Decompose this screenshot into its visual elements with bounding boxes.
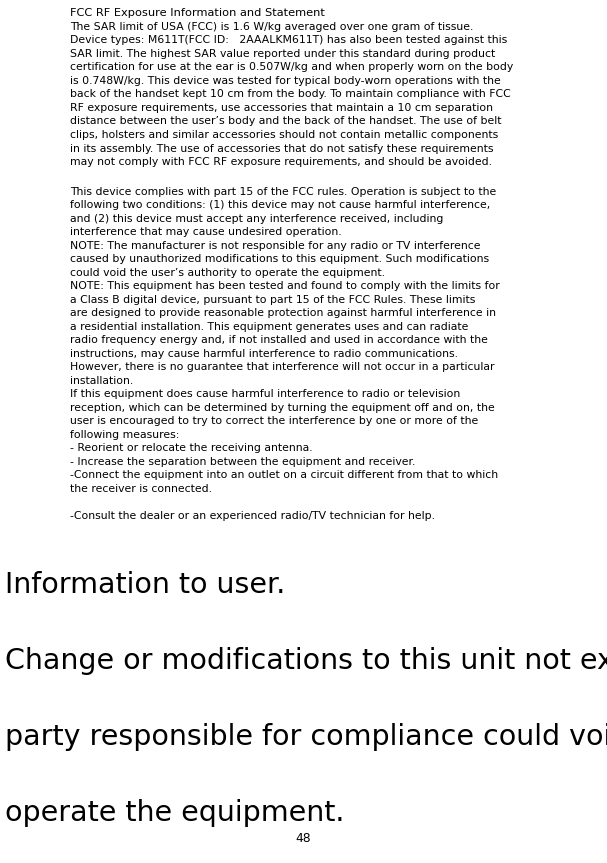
Text: installation.: installation. xyxy=(70,375,134,386)
Text: interference that may cause undesired operation.: interference that may cause undesired op… xyxy=(70,227,342,237)
Text: party responsible for compliance could void the user authority to: party responsible for compliance could v… xyxy=(5,723,607,752)
Text: a Class B digital device, pursuant to part 15 of the FCC Rules. These limits: a Class B digital device, pursuant to pa… xyxy=(70,294,475,305)
Text: If this equipment does cause harmful interference to radio or television: If this equipment does cause harmful int… xyxy=(70,389,460,400)
Text: a residential installation. This equipment generates uses and can radiate: a residential installation. This equipme… xyxy=(70,322,469,331)
Text: -Connect the equipment into an outlet on a circuit different from that to which: -Connect the equipment into an outlet on… xyxy=(70,470,498,480)
Text: clips, holsters and similar accessories should not contain metallic components: clips, holsters and similar accessories … xyxy=(70,130,498,140)
Text: the receiver is connected.: the receiver is connected. xyxy=(70,483,212,494)
Text: are designed to provide reasonable protection against harmful interference in: are designed to provide reasonable prote… xyxy=(70,308,496,318)
Text: distance between the user’s body and the back of the handset. The use of belt: distance between the user’s body and the… xyxy=(70,117,501,127)
Text: RF exposure requirements, use accessories that maintain a 10 cm separation: RF exposure requirements, use accessorie… xyxy=(70,103,493,113)
Text: NOTE: This equipment has been tested and found to comply with the limits for: NOTE: This equipment has been tested and… xyxy=(70,281,500,291)
Text: could void the user’s authority to operate the equipment.: could void the user’s authority to opera… xyxy=(70,268,385,278)
Text: Device types: M611T(FCC ID:   2AAALKM611T) has also been tested against this: Device types: M611T(FCC ID: 2AAALKM611T)… xyxy=(70,35,507,46)
Text: NOTE: The manufacturer is not responsible for any radio or TV interference: NOTE: The manufacturer is not responsibl… xyxy=(70,241,481,250)
Text: reception, which can be determined by turning the equipment off and on, the: reception, which can be determined by tu… xyxy=(70,403,495,413)
Text: instructions, may cause harmful interference to radio communications.: instructions, may cause harmful interfer… xyxy=(70,349,458,359)
Text: and (2) this device must accept any interference received, including: and (2) this device must accept any inte… xyxy=(70,214,443,224)
Text: However, there is no guarantee that interference will not occur in a particular: However, there is no guarantee that inte… xyxy=(70,362,495,372)
Text: The SAR limit of USA (FCC) is 1.6 W/kg averaged over one gram of tissue.: The SAR limit of USA (FCC) is 1.6 W/kg a… xyxy=(70,22,473,32)
Text: certification for use at the ear is 0.507W/kg and when properly worn on the body: certification for use at the ear is 0.50… xyxy=(70,62,514,72)
Text: may not comply with FCC RF exposure requirements, and should be avoided.: may not comply with FCC RF exposure requ… xyxy=(70,157,492,167)
Text: caused by unauthorized modifications to this equipment. Such modifications: caused by unauthorized modifications to … xyxy=(70,255,489,264)
Text: back of the handset kept 10 cm from the body. To maintain compliance with FCC: back of the handset kept 10 cm from the … xyxy=(70,90,510,99)
Text: SAR limit. The highest SAR value reported under this standard during product: SAR limit. The highest SAR value reporte… xyxy=(70,49,495,59)
Text: following measures:: following measures: xyxy=(70,430,180,440)
Text: is 0.748W/kg. This device was tested for typical body-worn operations with the: is 0.748W/kg. This device was tested for… xyxy=(70,76,501,86)
Text: following two conditions: (1) this device may not cause harmful interference,: following two conditions: (1) this devic… xyxy=(70,200,490,211)
Text: -Consult the dealer or an experienced radio/TV technician for help.: -Consult the dealer or an experienced ra… xyxy=(70,511,435,520)
Text: This device complies with part 15 of the FCC rules. Operation is subject to the: This device complies with part 15 of the… xyxy=(70,186,497,197)
Text: Change or modifications to this unit not expressly approved by the: Change or modifications to this unit not… xyxy=(5,647,607,676)
Text: - Reorient or relocate the receiving antenna.: - Reorient or relocate the receiving ant… xyxy=(70,444,313,453)
Text: Information to user.: Information to user. xyxy=(5,571,285,600)
Text: operate the equipment.: operate the equipment. xyxy=(5,799,345,828)
Text: user is encouraged to try to correct the interference by one or more of the: user is encouraged to try to correct the… xyxy=(70,416,478,426)
Text: in its assembly. The use of accessories that do not satisfy these requirements: in its assembly. The use of accessories … xyxy=(70,143,493,154)
Text: FCC RF Exposure Information and Statement: FCC RF Exposure Information and Statemen… xyxy=(70,8,325,18)
Text: - Increase the separation between the equipment and receiver.: - Increase the separation between the eq… xyxy=(70,457,415,467)
Text: radio frequency energy and, if not installed and used in accordance with the: radio frequency energy and, if not insta… xyxy=(70,335,488,345)
Text: 48: 48 xyxy=(296,832,311,845)
